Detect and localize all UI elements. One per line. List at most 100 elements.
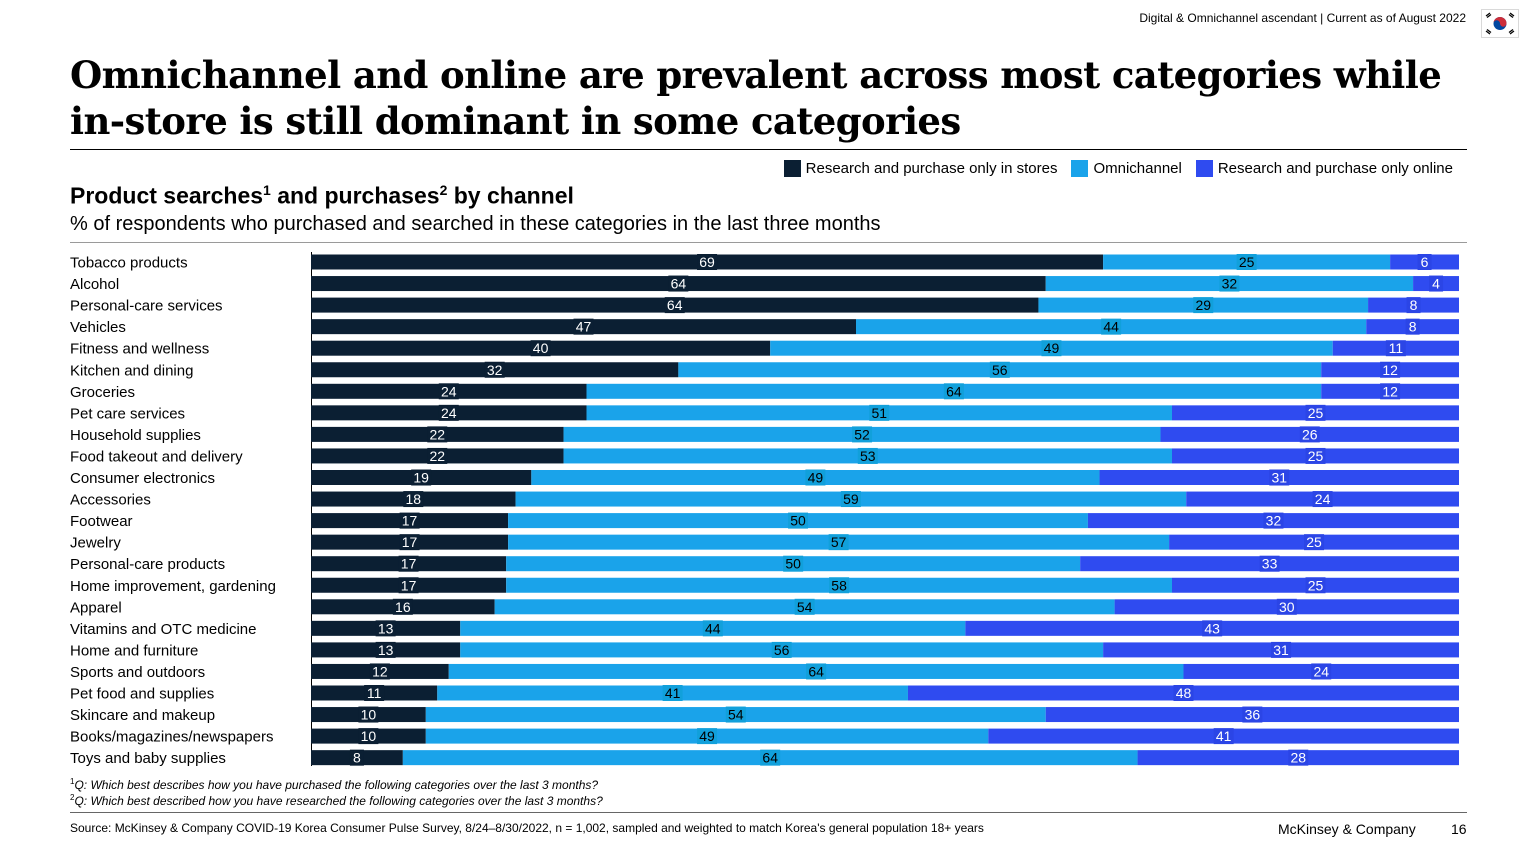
value-label-bg	[375, 620, 396, 637]
category-label: Pet food and supplies	[70, 686, 214, 703]
value-label-bg	[358, 706, 379, 723]
value-label-omnichannel: 58	[831, 577, 847, 593]
category-label: Tobacco products	[70, 255, 188, 272]
value-label-online: 24	[1313, 663, 1329, 679]
value-label-bg	[840, 491, 861, 508]
value-label-bg	[1312, 491, 1333, 508]
value-label-stores: 19	[413, 470, 429, 486]
value-label-bg	[1305, 577, 1326, 594]
chart-title-part-3: by channel	[447, 182, 574, 209]
footnote-1-marker: 1	[70, 777, 75, 786]
value-label-bg	[1173, 685, 1194, 701]
value-label-bg	[989, 361, 1010, 378]
value-label-bg	[349, 749, 364, 766]
value-label-bg	[573, 318, 594, 335]
value-label-omnichannel: 41	[665, 685, 681, 701]
value-label-online: 4	[1432, 276, 1440, 292]
chart-legend: Research and purchase only in stores Omn…	[783, 160, 1453, 177]
slide-title-line-2: in-store is still dominant in some categ…	[70, 99, 961, 143]
page-number: 16	[1451, 821, 1467, 837]
value-label-bg	[943, 383, 964, 400]
category-label: Personal-care products	[70, 556, 225, 573]
value-label-online: 28	[1290, 750, 1306, 766]
value-label-bg	[1269, 469, 1290, 486]
value-label-stores: 69	[699, 254, 715, 270]
value-label-online: 8	[1409, 319, 1417, 335]
value-label-bg	[1380, 383, 1401, 400]
legend-swatch-online	[1195, 160, 1213, 177]
value-label-omnichannel: 32	[1222, 276, 1238, 292]
value-label-stores: 64	[671, 276, 687, 292]
value-label-bg	[403, 491, 424, 508]
value-label-bg	[857, 447, 878, 464]
value-label-omnichannel: 49	[1044, 340, 1060, 356]
value-label-stores: 12	[372, 663, 388, 679]
value-label-omnichannel: 52	[854, 426, 870, 442]
value-label-bg	[399, 512, 420, 529]
value-label-omnichannel: 44	[1103, 319, 1119, 335]
category-label: Consumer electronics	[70, 470, 215, 487]
value-label-online: 26	[1302, 426, 1318, 442]
south-korea-flag-icon	[1481, 9, 1519, 38]
value-label-stores: 24	[441, 405, 457, 421]
footnote-2: 2Q: Which best described how you have re…	[70, 793, 603, 808]
value-label-omnichannel: 49	[808, 470, 824, 486]
value-label-bg	[1305, 447, 1326, 464]
value-label-bg	[427, 426, 448, 443]
value-label-omnichannel: 25	[1239, 254, 1255, 270]
value-label-bg	[664, 297, 685, 314]
value-label-bg	[805, 469, 826, 486]
value-label-bg	[1299, 426, 1320, 443]
value-label-online: 6	[1421, 254, 1429, 270]
category-label: Jewelry	[70, 535, 121, 552]
value-label-bg	[760, 749, 781, 766]
value-label-bg	[1101, 318, 1122, 335]
value-label-bg	[1242, 706, 1263, 723]
value-label-omnichannel: 44	[705, 620, 721, 636]
value-label-stores: 17	[401, 577, 417, 593]
value-label-bg	[358, 728, 379, 745]
value-label-bg	[1041, 340, 1062, 357]
category-label: Vehicles	[70, 319, 126, 336]
category-label: Food takeout and delivery	[70, 448, 243, 465]
value-label-bg	[1380, 361, 1401, 378]
value-label-bg	[364, 685, 385, 701]
value-label-stores: 16	[395, 599, 411, 615]
value-label-online: 31	[1273, 642, 1289, 658]
value-label-online: 33	[1262, 556, 1278, 572]
category-label: Vitamins and OTC medicine	[70, 621, 256, 638]
category-label: Sports and outdoors	[70, 664, 205, 681]
value-label-bg	[411, 469, 432, 486]
value-label-omnichannel: 29	[1195, 297, 1211, 313]
value-label-bg	[1429, 275, 1444, 292]
category-label: Home and furniture	[70, 642, 198, 659]
value-label-online: 31	[1271, 470, 1287, 486]
value-label-omnichannel: 50	[785, 556, 801, 572]
value-label-bg	[1271, 641, 1292, 658]
value-label-omnichannel: 64	[808, 663, 824, 679]
value-label-online: 32	[1266, 513, 1282, 529]
category-label: Footwear	[70, 513, 133, 530]
value-label-bg	[1385, 340, 1406, 357]
value-label-bg	[771, 641, 792, 658]
value-label-bg	[702, 620, 723, 637]
chart-divider	[70, 242, 1467, 243]
slide-title: Omnichannel and online are prevalent acr…	[70, 52, 1500, 144]
legend-label-online: Research and purchase only online	[1217, 160, 1453, 177]
category-label: Accessories	[70, 492, 151, 509]
value-label-stores: 11	[367, 685, 382, 701]
value-label-online: 24	[1315, 491, 1331, 507]
value-label-bg	[794, 598, 815, 615]
chart-title-part-1: Product searches	[70, 182, 264, 209]
category-label: Toys and baby supplies	[70, 750, 226, 767]
value-label-omnichannel: 49	[699, 728, 715, 744]
value-label-bg	[783, 555, 804, 572]
category-label: Fitness and wellness	[70, 341, 209, 358]
brand-name: McKinsey & Company	[1278, 821, 1416, 837]
value-label-stores: 18	[406, 491, 422, 507]
value-label-stores: 17	[402, 513, 418, 529]
category-label: Household supplies	[70, 427, 201, 444]
footer-divider	[70, 812, 1467, 813]
value-label-bg	[725, 706, 746, 723]
value-label-bg	[788, 512, 809, 529]
